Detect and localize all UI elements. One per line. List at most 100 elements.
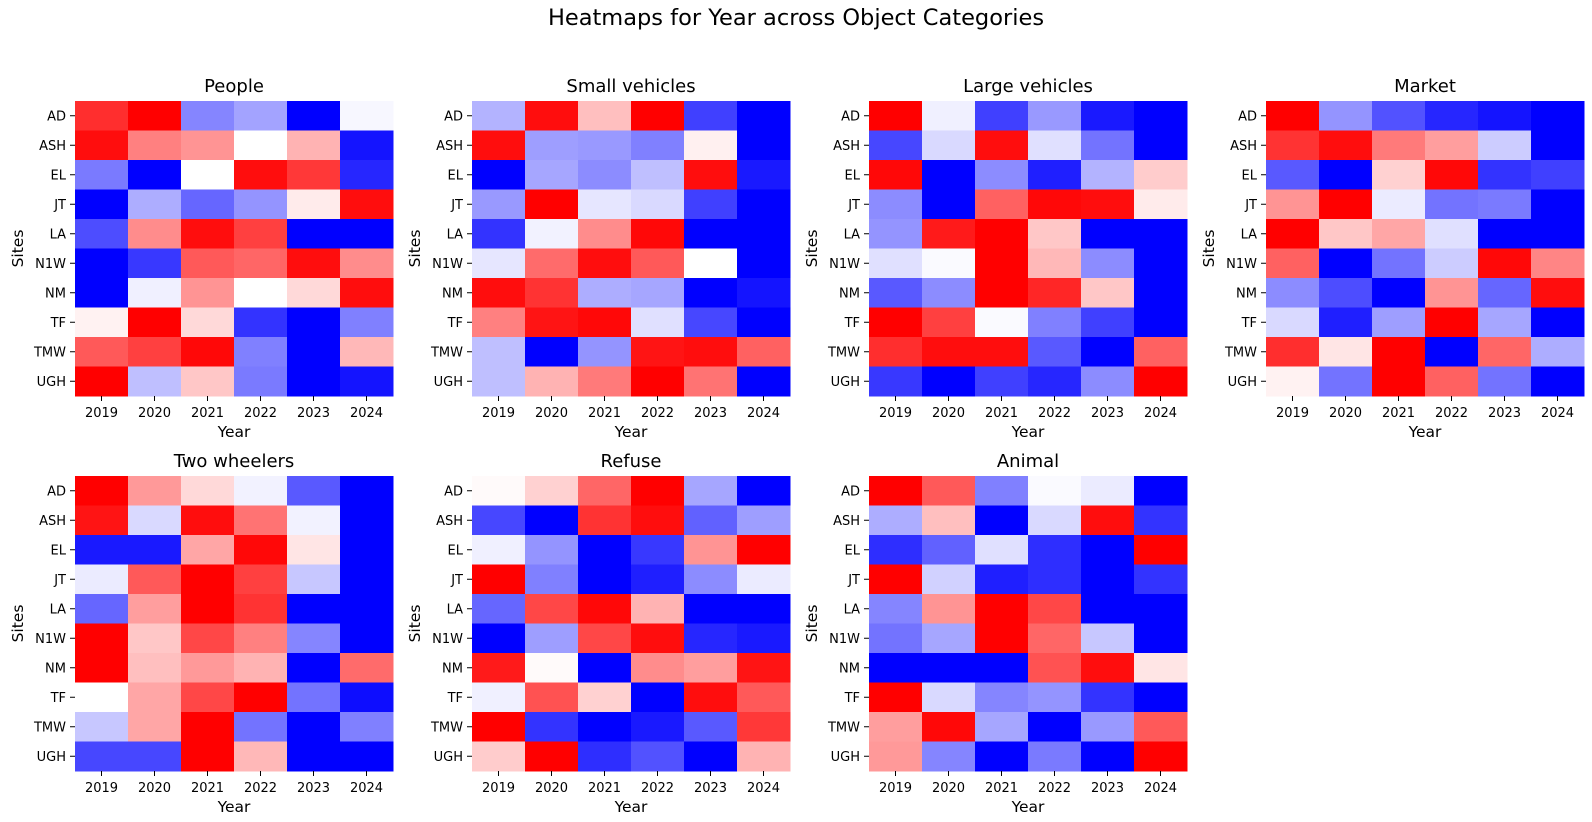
heatmap-cell bbox=[1081, 682, 1135, 713]
heatmap-cell bbox=[975, 623, 1029, 654]
y-tick-label: NM bbox=[839, 286, 860, 301]
heatmap-cell bbox=[287, 366, 341, 397]
x-tick-label: 2022 bbox=[641, 406, 674, 421]
heatmap-cell bbox=[1081, 535, 1135, 566]
heatmap-cell bbox=[975, 653, 1029, 684]
x-axis-label: Year bbox=[217, 798, 251, 816]
heatmap-cell bbox=[181, 505, 235, 536]
heatmap-cell bbox=[922, 476, 976, 507]
y-tick-label: ASH bbox=[436, 139, 463, 154]
heatmap-cell bbox=[1134, 101, 1188, 132]
heatmap-cell bbox=[1266, 130, 1320, 161]
heatmap-cell bbox=[1081, 505, 1135, 536]
heatmap-cell bbox=[922, 505, 976, 536]
heatmap-cell bbox=[1081, 248, 1135, 279]
heatmap-cell bbox=[1425, 366, 1479, 397]
x-tick-label: 2024 bbox=[1541, 406, 1574, 421]
heatmap-cell bbox=[1478, 189, 1532, 220]
heatmap-cell bbox=[340, 535, 394, 566]
heatmap-cell bbox=[287, 564, 341, 595]
y-tick-label: ASH bbox=[436, 514, 463, 529]
y-tick-label: UGH bbox=[37, 750, 66, 765]
x-tick-label: 2019 bbox=[85, 781, 118, 796]
heatmap-cell bbox=[75, 712, 129, 743]
heatmap-cell bbox=[75, 101, 129, 132]
heatmap-cell bbox=[631, 366, 685, 397]
heatmap-cell bbox=[287, 505, 341, 536]
heatmap-cell bbox=[1319, 189, 1373, 220]
heatmap-cell bbox=[181, 248, 235, 279]
heatmap-cell bbox=[1531, 248, 1585, 279]
heatmap-cell bbox=[578, 623, 632, 654]
heatmap-cell bbox=[975, 160, 1029, 191]
heatmap-cell bbox=[128, 189, 182, 220]
heatmap-cell bbox=[1028, 219, 1082, 250]
heatmap-cell bbox=[578, 682, 632, 713]
heatmap-cell bbox=[1425, 337, 1479, 368]
heatmap-cell bbox=[1134, 653, 1188, 684]
y-tick-label: JT bbox=[847, 573, 860, 588]
y-tick-label: LA bbox=[50, 227, 67, 242]
heatmap-cell bbox=[578, 366, 632, 397]
heatmap-cell bbox=[737, 160, 791, 191]
heatmap-cell bbox=[631, 101, 685, 132]
heatmap-cell bbox=[287, 535, 341, 566]
x-tick-label: 2022 bbox=[244, 406, 277, 421]
heatmap-cell bbox=[287, 623, 341, 654]
heatmap-cell bbox=[340, 366, 394, 397]
heatmap-cell bbox=[631, 594, 685, 625]
heatmap-cell bbox=[578, 101, 632, 132]
heatmap-cell bbox=[525, 337, 579, 368]
heatmap-cell bbox=[340, 278, 394, 309]
heatmap-cell bbox=[1028, 160, 1082, 191]
heatmap-cell bbox=[1134, 476, 1188, 507]
heatmap-cell bbox=[128, 219, 182, 250]
heatmap-cell bbox=[922, 712, 976, 743]
x-tick-label: 2021 bbox=[985, 406, 1018, 421]
heatmap-cell bbox=[1266, 278, 1320, 309]
heatmap-cell bbox=[525, 653, 579, 684]
y-tick-label: EL bbox=[1242, 168, 1258, 183]
heatmap-cell bbox=[472, 741, 526, 772]
heatmap-cell bbox=[340, 307, 394, 338]
heatmap-cell bbox=[922, 594, 976, 625]
heatmap-cell bbox=[181, 712, 235, 743]
heatmap-cell bbox=[1425, 130, 1479, 161]
heatmap-cell bbox=[684, 130, 738, 161]
heatmap-cell bbox=[128, 248, 182, 279]
heatmap-cell bbox=[922, 248, 976, 279]
heatmap-cell bbox=[1028, 741, 1082, 772]
x-tick-label: 2024 bbox=[350, 781, 383, 796]
heatmap-cell bbox=[1425, 101, 1479, 132]
heatmap-cell bbox=[128, 307, 182, 338]
heatmap-cell bbox=[975, 535, 1029, 566]
heatmap-cell bbox=[1081, 160, 1135, 191]
heatmap-cell bbox=[472, 564, 526, 595]
heatmap-cell bbox=[287, 712, 341, 743]
heatmap-cell bbox=[234, 307, 288, 338]
heatmap-cell bbox=[75, 130, 129, 161]
heatmap-cell bbox=[1028, 564, 1082, 595]
heatmap-cell bbox=[1081, 307, 1135, 338]
heatmap-cell bbox=[1372, 219, 1426, 250]
heatmap-cell bbox=[975, 476, 1029, 507]
heatmap-cell bbox=[1081, 130, 1135, 161]
heatmap-cell bbox=[737, 505, 791, 536]
heatmap-cell bbox=[340, 101, 394, 132]
heatmap-cell bbox=[922, 219, 976, 250]
heatmap-cell bbox=[737, 130, 791, 161]
heatmap-cell bbox=[234, 505, 288, 536]
heatmap-cell bbox=[1081, 712, 1135, 743]
heatmap-cell bbox=[1425, 219, 1479, 250]
heatmap-cell bbox=[340, 130, 394, 161]
heatmap-cell bbox=[340, 189, 394, 220]
y-tick-label: NM bbox=[45, 286, 66, 301]
y-tick-label: TMW bbox=[827, 720, 860, 735]
heatmap-cell bbox=[684, 219, 738, 250]
heatmap-cell bbox=[1081, 337, 1135, 368]
x-tick-label: 2021 bbox=[985, 781, 1018, 796]
x-tick-label: 2024 bbox=[1144, 406, 1177, 421]
heatmap-cell bbox=[1028, 594, 1082, 625]
heatmap-cell bbox=[472, 101, 526, 132]
heatmap-cell bbox=[75, 278, 129, 309]
